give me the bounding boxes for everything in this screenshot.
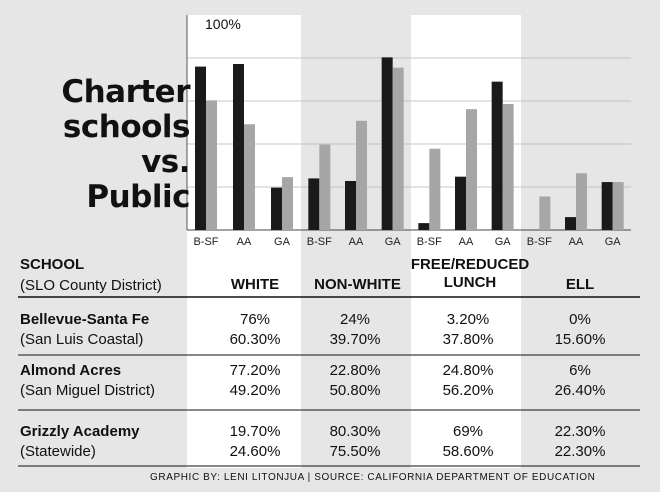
table-row-almond-acres: Almond Acres (San Miguel District) <box>20 361 155 401</box>
title-line: vs. <box>141 144 190 180</box>
x-tick-label: GA <box>274 236 291 248</box>
bar <box>233 64 244 231</box>
x-tick-label: B-SF <box>307 236 332 248</box>
x-tick-label: B-SF <box>193 236 218 248</box>
bar <box>345 180 356 230</box>
x-tick-label: AA <box>459 236 474 248</box>
bar <box>612 182 624 230</box>
bar <box>271 187 282 230</box>
table-cell: 22.80% <box>329 362 381 379</box>
title-line: schools <box>62 109 191 145</box>
bar <box>418 223 430 230</box>
bar <box>282 177 293 230</box>
table-row-bellevue: Bellevue-Santa Fe (San Luis Coastal) <box>20 310 149 350</box>
school-name: Bellevue-Santa Fe <box>20 311 150 328</box>
bar <box>455 176 466 230</box>
x-tick-label: GA <box>605 236 622 248</box>
column-header-white: WHITE <box>230 276 280 293</box>
table-cell: 75.50% <box>329 443 381 460</box>
bar <box>601 182 613 230</box>
bar <box>244 124 255 230</box>
column-header-free-reduced-lunch: FREE/REDUCED LUNCH <box>410 256 530 291</box>
bar <box>381 57 393 231</box>
bar <box>356 120 367 230</box>
table-cell: 39.70% <box>329 331 381 348</box>
bar <box>429 148 441 230</box>
x-tick-label: B-SF <box>527 236 552 248</box>
table-cell: 50.80% <box>329 382 381 399</box>
bar <box>466 109 477 230</box>
table-cell: 24.60% <box>229 443 281 460</box>
district-name: (San Miguel District) <box>20 382 156 399</box>
x-tick-label: AA <box>237 236 252 248</box>
table-cell: 6% <box>569 362 591 379</box>
bar <box>539 196 551 230</box>
bar <box>502 104 514 230</box>
table-cell: 24% <box>339 311 371 328</box>
table-cell: 15.60% <box>554 331 606 348</box>
bar <box>491 81 503 231</box>
title-line: Public <box>86 179 190 215</box>
bar <box>206 100 217 230</box>
table-cell: 3.20% <box>446 311 490 328</box>
table-cell: 22.30% <box>554 423 606 440</box>
table-row-grizzly-academy: Grizzly Academy (Statewide) <box>20 422 140 462</box>
bar <box>565 217 576 230</box>
column-header-ell: ELL <box>565 276 595 293</box>
school-column-header: SCHOOL <box>20 256 85 273</box>
title-line: Charter <box>61 74 190 110</box>
credit-line: GRAPHIC BY: LENI LITONJUA | SOURCE: CALI… <box>150 472 596 483</box>
school-name: Almond Acres <box>20 362 122 379</box>
table-cell: 69% <box>452 423 484 440</box>
column-header-non-white: NON-WHITE <box>314 276 401 293</box>
x-tick-label: GA <box>385 236 402 248</box>
district-column-header: (SLO County District) <box>20 277 162 294</box>
district-name: (San Luis Coastal) <box>20 331 144 348</box>
table-cell: 77.20% <box>229 362 281 379</box>
bar <box>308 178 320 230</box>
table-cell: 0% <box>569 311 591 328</box>
table-cell: 49.20% <box>229 382 281 399</box>
district-name: (Statewide) <box>20 443 96 460</box>
school-name: Grizzly Academy <box>20 423 140 440</box>
bar <box>319 144 331 230</box>
table-cell: 80.30% <box>329 423 381 440</box>
bar <box>576 173 587 230</box>
x-tick-label: GA <box>495 236 512 248</box>
table-cell: 56.20% <box>442 382 494 399</box>
table-cell: 26.40% <box>554 382 606 399</box>
x-tick-label: AA <box>569 236 584 248</box>
bar <box>195 66 206 230</box>
table-cell: 58.60% <box>442 443 494 460</box>
table-cell: 37.80% <box>442 331 494 348</box>
y-axis-max-label: 100% <box>205 16 241 32</box>
bar <box>392 67 404 230</box>
x-tick-label: B-SF <box>417 236 442 248</box>
chart-title: Charter schools vs. Public <box>20 75 190 215</box>
table-row-header: SCHOOL (SLO County District) <box>20 254 162 296</box>
x-tick-label: AA <box>349 236 364 248</box>
table-cell: 60.30% <box>229 331 281 348</box>
table-cell: 76% <box>239 311 271 328</box>
table-cell: 19.70% <box>229 423 281 440</box>
table-cell: 22.30% <box>554 443 606 460</box>
table-cell: 24.80% <box>442 362 494 379</box>
